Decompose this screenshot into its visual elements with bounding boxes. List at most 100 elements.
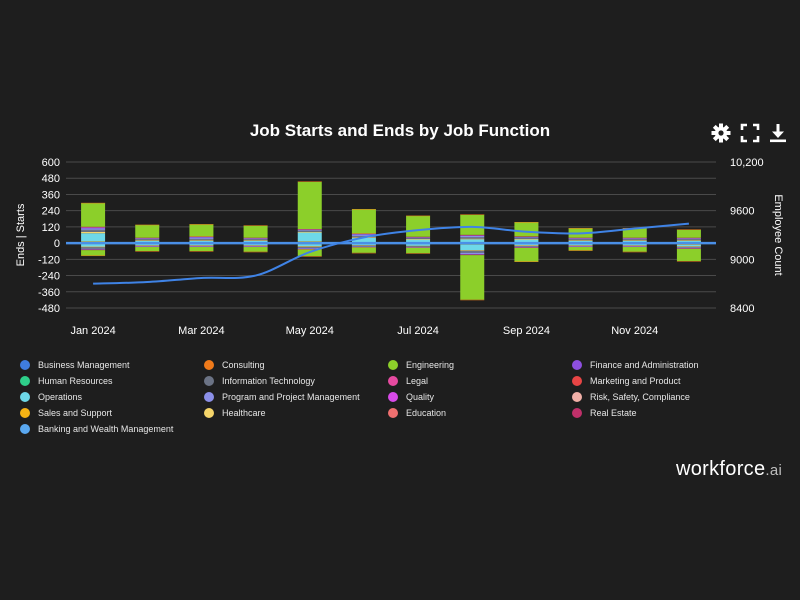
bar-segment-end: [189, 247, 214, 252]
bar-segment-end: [676, 261, 701, 262]
bar-segment-start: [135, 237, 160, 239]
bar-segment-end: [406, 247, 431, 254]
legend-marker: [20, 376, 30, 386]
bar-segment-end: [622, 246, 647, 248]
bar-segment-start: [406, 215, 431, 217]
bar-segment-start: [243, 237, 268, 239]
bar-segment-start: [676, 238, 701, 239]
bar-segment-start: [243, 239, 268, 241]
bar-segment-start: [514, 237, 539, 238]
bar-segment-end: [568, 246, 593, 248]
download-button[interactable]: [767, 122, 789, 144]
legend-marker: [388, 360, 398, 370]
legend-label: Real Estate: [590, 408, 637, 418]
legend-label: Education: [406, 408, 447, 418]
bar-segment-end: [460, 244, 485, 251]
bar-segment-end: [81, 248, 106, 250]
y2-tick-label: 9600: [730, 206, 754, 218]
bar-segment-start: [351, 234, 376, 236]
legend-label: Quality: [406, 392, 435, 402]
legend-label: Marketing and Product: [590, 376, 681, 386]
bar-segment-end: [460, 250, 485, 251]
legend-label: Information Technology: [222, 376, 315, 386]
y-tick-label: 0: [54, 238, 60, 250]
bar-segment-start: [514, 239, 539, 243]
y2-tick-label: 8400: [730, 303, 754, 315]
bar-segment-start: [622, 239, 647, 241]
bar-segment-end: [406, 245, 431, 247]
bar-segment-start: [189, 224, 214, 225]
bar-segment-start: [297, 229, 322, 231]
bar-segment-end: [622, 245, 647, 246]
bar-segment-start: [351, 209, 376, 210]
bar-segment-start: [568, 239, 593, 241]
legend-label: Risk, Safety, Compliance: [590, 392, 690, 402]
bar-segment-end: [460, 252, 485, 255]
bar-segment-end: [189, 246, 214, 247]
bar-segment-start: [297, 230, 322, 232]
bar-segment-start: [189, 238, 214, 241]
gear-icon: [711, 123, 731, 143]
brand-name: workforce: [676, 458, 766, 480]
bar-segment-end: [622, 251, 647, 253]
bar-segment-start: [189, 236, 214, 237]
bar-segment-end: [676, 244, 701, 247]
bar-segment-start: [460, 214, 485, 235]
bar-segment-start: [189, 237, 214, 239]
bar-segment-end: [514, 245, 539, 246]
bar-segment-start: [406, 238, 431, 239]
legend-marker: [572, 376, 582, 386]
bar-segment-start: [81, 227, 106, 229]
bar-segment-start: [676, 238, 701, 240]
bar-segment-start: [568, 240, 593, 243]
bar-segment-start: [622, 240, 647, 243]
legend-marker: [204, 360, 214, 370]
legend-label: Legal: [406, 376, 429, 386]
bar-segment-end: [514, 247, 539, 249]
bar-segment-end: [406, 246, 431, 248]
bar-segment-end: [189, 245, 214, 247]
bar-segment-start: [514, 238, 539, 240]
bar-segment-start: [297, 229, 322, 230]
legend-label: Business Management: [38, 360, 130, 370]
bar-segment-start: [406, 236, 431, 238]
bar-segment-end: [676, 244, 701, 245]
bar-segment-end: [297, 248, 322, 250]
bar-segment-end: [81, 250, 106, 256]
bar-segment-start: [568, 238, 593, 240]
bar-segment-end: [676, 247, 701, 249]
legend-marker: [20, 360, 30, 370]
bar-segment-end: [189, 251, 214, 252]
bar-segment-end: [514, 261, 539, 262]
bar-segment-start: [676, 229, 701, 238]
bar-segment-end: [514, 247, 539, 248]
y-tick-label: 120: [42, 222, 60, 234]
bar-segment-start: [676, 240, 701, 241]
bar-segment-start: [514, 236, 539, 237]
legend-marker: [204, 392, 214, 402]
bar-segment-start: [568, 240, 593, 241]
bar-segment-end: [460, 299, 485, 301]
employee-count-line: [93, 222, 690, 285]
bar-segment-end: [351, 246, 376, 248]
settings-button[interactable]: [710, 122, 732, 144]
bar-segment-start: [189, 240, 214, 241]
expand-icon: [740, 123, 760, 143]
bar-segment-end: [676, 246, 701, 248]
bar-segment-start: [514, 237, 539, 239]
fullscreen-button[interactable]: [739, 122, 761, 144]
y-tick-label: -120: [38, 254, 60, 266]
bar-segment-start: [351, 233, 376, 235]
bar-segment-start: [135, 238, 160, 239]
bar-segment-start: [81, 203, 106, 227]
y-tick-label: 480: [42, 173, 60, 185]
bar-segment-end: [351, 243, 376, 246]
y-axis-label: Ends | Starts: [15, 203, 27, 266]
legend-marker: [388, 408, 398, 418]
chart-title: Job Starts and Ends by Job Function: [249, 121, 551, 140]
bar-segment-end: [81, 255, 106, 257]
bar-segment-end: [297, 256, 322, 257]
bar-segment-start: [135, 239, 160, 241]
bar-segment-end: [243, 246, 268, 248]
x-tick-label: Sep 2024: [503, 325, 550, 337]
